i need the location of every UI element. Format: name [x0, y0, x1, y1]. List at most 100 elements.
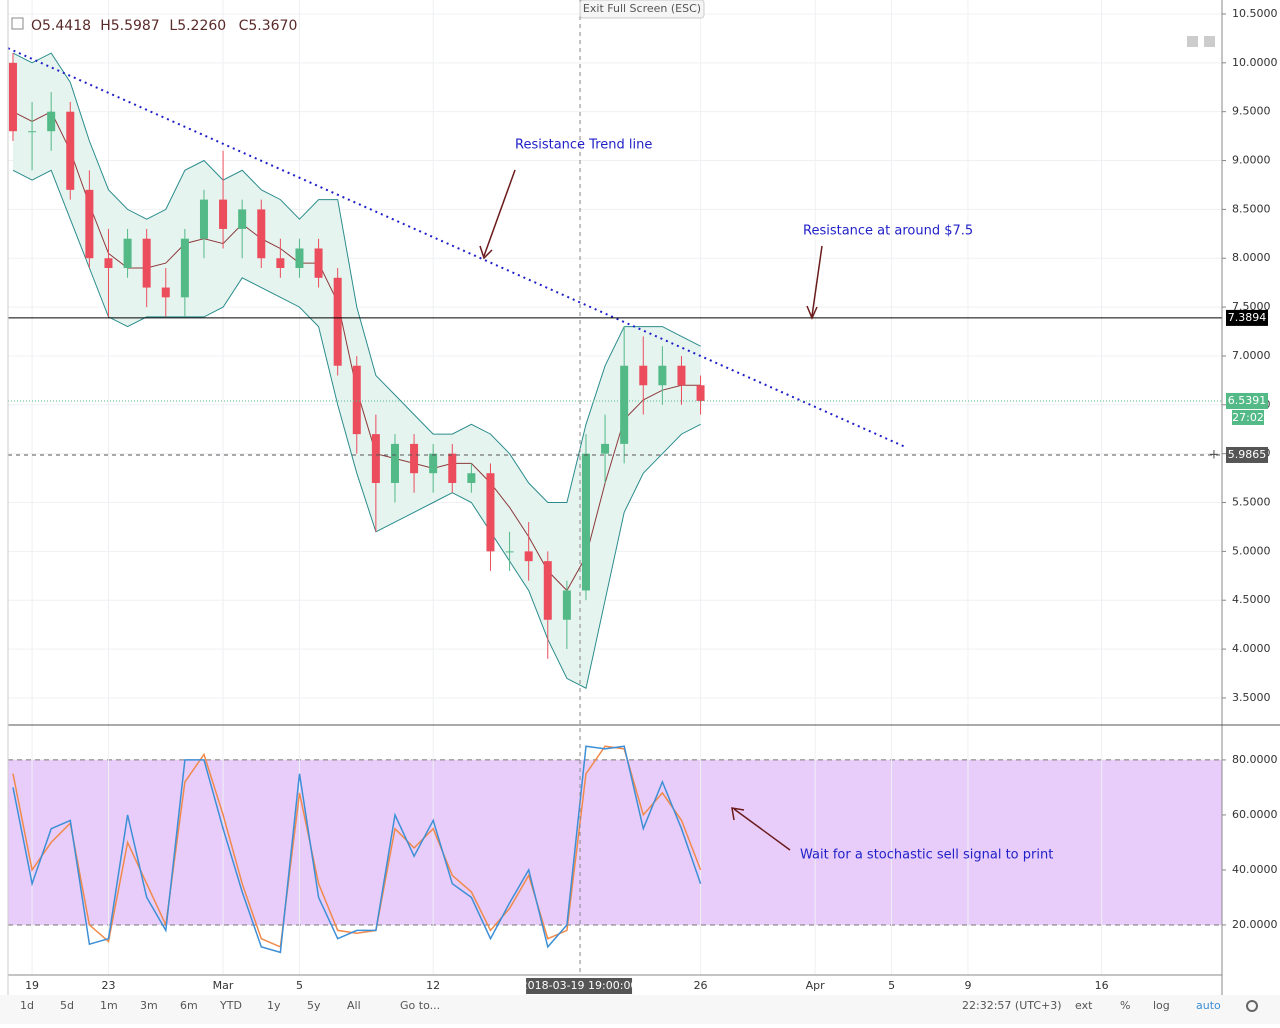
chart-option[interactable]: % [1120, 999, 1130, 1012]
candle-body [199, 199, 208, 239]
range-button[interactable]: All [347, 999, 361, 1012]
price-level-label: 7.3894 [1228, 311, 1267, 324]
x-tick-label: 12 [426, 979, 440, 992]
range-button[interactable]: 5y [307, 999, 321, 1012]
bollinger-lower [12, 169, 701, 689]
candle-body [314, 248, 323, 278]
countdown-box [1232, 409, 1264, 425]
candle-body [47, 111, 56, 132]
x-tick-label: 9 [964, 979, 971, 992]
candle-body [658, 365, 667, 386]
candle-body [581, 453, 590, 591]
chart-option[interactable]: log [1153, 999, 1170, 1012]
y-tick-label: 8.5000 [1232, 202, 1271, 215]
range-button[interactable]: 1d [20, 999, 34, 1012]
scroll-icon[interactable] [1204, 36, 1215, 47]
x-tick-label: 26 [694, 979, 708, 992]
y-tick-label: 8.0000 [1232, 251, 1271, 264]
ohlc-value: L5.2260 [169, 18, 226, 34]
x-tick-label: 19 [25, 979, 39, 992]
x-tick-label: Apr [806, 979, 826, 992]
candle-body [123, 238, 132, 269]
goto-button[interactable]: Go to... [400, 999, 440, 1012]
crosshair-plus: + [1209, 447, 1220, 462]
x-tick-label: 16 [1095, 979, 1109, 992]
collapse-icon[interactable] [11, 17, 24, 30]
y-tick-label: 3.5000 [1232, 691, 1271, 704]
x-tick-label: 23 [101, 979, 115, 992]
price-level-label: 5.9865 [1228, 448, 1267, 461]
candle-body [276, 258, 285, 269]
candle-body [180, 238, 189, 298]
ohlc-value: H5.5987 [100, 18, 160, 34]
price-level-box [1226, 309, 1268, 326]
candle-body [448, 453, 457, 483]
candle-body [219, 199, 228, 229]
y-tick-label: 80.0000 [1232, 753, 1278, 766]
scroll-icon[interactable] [1187, 36, 1198, 47]
exit-fullscreen-label[interactable]: Exit Full Screen (ESC) [583, 2, 701, 15]
clock: 22:32:57 (UTC+3) [962, 999, 1062, 1012]
candle-body [620, 365, 629, 444]
chart-option[interactable]: ext [1075, 999, 1093, 1012]
stochastic-line [12, 745, 702, 954]
y-tick-label: 9.5000 [1232, 105, 1271, 118]
candle-body [371, 434, 380, 483]
range-button[interactable]: 1m [100, 999, 118, 1012]
range-button[interactable]: 1y [267, 999, 281, 1012]
candle-body [8, 62, 17, 132]
candle-body [543, 561, 552, 620]
stochastic-band [8, 759, 1222, 925]
exit-fullscreen-button[interactable] [579, 0, 705, 19]
candle-body [85, 189, 94, 259]
candle-body [601, 443, 610, 454]
y-tick-label: 20.0000 [1232, 918, 1278, 931]
range-button[interactable]: 6m [180, 999, 198, 1012]
crosshair-time-label: 2018-03-19 19:00:00 [521, 979, 638, 992]
stochastic-line [12, 745, 702, 948]
y-tick-label: 5.0000 [1232, 544, 1271, 557]
countdown-label: 27:02 [1232, 411, 1264, 424]
candle-body [410, 443, 419, 474]
candle-body [677, 365, 686, 386]
candle-body [257, 209, 266, 259]
candle-body [696, 385, 705, 401]
candle-body [352, 365, 361, 435]
candle-body [104, 258, 113, 269]
x-tick-label: Mar [213, 979, 234, 992]
x-tick-label: 5 [296, 979, 303, 992]
candle-body [467, 473, 476, 483]
range-button[interactable]: YTD [219, 999, 242, 1012]
y-tick-label: 10.0000 [1232, 56, 1278, 69]
bottom-toolbar [0, 995, 1280, 1024]
candle-body [562, 590, 571, 620]
range-button[interactable]: 5d [60, 999, 74, 1012]
candle-body [505, 551, 514, 553]
candle-body [524, 551, 533, 562]
candle-body [295, 248, 304, 269]
candle-body [429, 453, 438, 474]
y-tick-label: 40.0000 [1232, 863, 1278, 876]
y-tick-label: 9.0000 [1232, 154, 1271, 167]
range-button[interactable]: 3m [140, 999, 158, 1012]
y-tick-label: 7.0000 [1232, 349, 1271, 362]
candle-body [66, 111, 75, 190]
price-level-label: 6.5391 [1228, 394, 1267, 407]
candle-body [142, 238, 151, 288]
y-tick-label: 4.5000 [1232, 593, 1271, 606]
x-tick-label: 5 [888, 979, 895, 992]
crosshair-time-box [526, 978, 633, 994]
annotation: Resistance Trend line [515, 138, 652, 153]
settings-icon[interactable] [1246, 1000, 1258, 1012]
candle-body [390, 443, 399, 483]
candle-body [238, 209, 247, 229]
annotation: Wait for a stochastic sell signal to pri… [800, 848, 1053, 863]
candle-body [486, 473, 495, 552]
annotation: Resistance at around $7.5 [803, 224, 973, 239]
y-tick-label: 4.0000 [1232, 642, 1271, 655]
ohlc-value: C5.3670 [239, 18, 298, 34]
y-tick-label: 5.5000 [1232, 496, 1271, 509]
chart-option[interactable]: auto [1196, 999, 1221, 1012]
trend-line [7, 47, 906, 448]
